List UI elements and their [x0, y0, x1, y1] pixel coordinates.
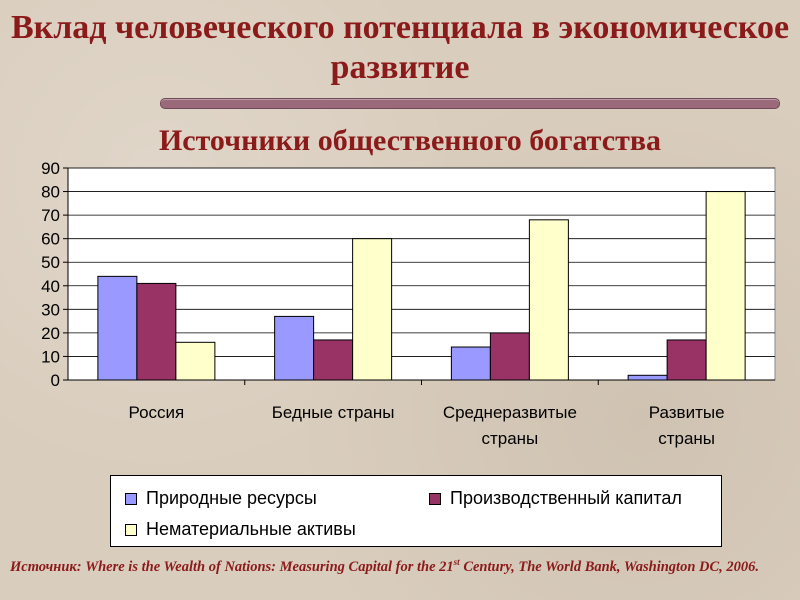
bar-series-1: [274, 315, 315, 381]
page-title: Вклад человеческого потенциала в экономи…: [10, 9, 790, 86]
bar-series-1: [627, 374, 668, 381]
bar-series-1: [450, 346, 491, 381]
legend-item-natural: Природные ресурсы: [125, 488, 317, 509]
bar-series-3: [352, 238, 393, 381]
x-category-label: страны: [481, 429, 538, 448]
source-text: Источник: Where is the Wealth of Nations…: [10, 558, 454, 575]
y-tick-label: 80: [41, 183, 60, 202]
legend-item-produced: Производственный капитал: [429, 488, 682, 509]
x-category-label: Бедные страны: [272, 403, 395, 422]
legend-label-intangible: Нематериальные активы: [146, 519, 356, 539]
source-superscript: st: [453, 557, 460, 567]
y-tick-label: 0: [51, 371, 60, 390]
bar-series-2: [313, 339, 354, 381]
y-tick-label: 20: [41, 324, 60, 343]
bar-series-3: [528, 219, 569, 381]
y-tick-label: 90: [41, 159, 60, 178]
source-text-end: Century, The World Bank, Washington DC, …: [459, 558, 760, 575]
bar-series-2: [489, 332, 530, 381]
y-tick-label: 40: [41, 277, 60, 296]
y-tick-label: 50: [41, 253, 60, 272]
y-tick-label: 60: [41, 230, 60, 249]
bar-chart: 0 10 20 30 40 50 60 70 80 90 Россия Бедные страны Ср…: [41, 159, 776, 448]
title-divider: [160, 98, 780, 109]
bar-series-3: [705, 191, 746, 381]
legend-swatch-intangible: [125, 523, 137, 536]
legend-label-produced: Производственный капитал: [450, 488, 682, 508]
y-tick-label: 30: [41, 300, 60, 319]
chart-title: Источники общественного богатства: [158, 124, 662, 157]
chart-legend: Природные ресурсы Производственный капит…: [110, 475, 722, 547]
x-category-label: страны: [658, 429, 715, 448]
legend-label-natural: Природные ресурсы: [146, 488, 317, 508]
bar-series-2: [136, 282, 177, 381]
y-tick-label: 10: [41, 347, 60, 366]
legend-swatch-produced: [429, 492, 441, 505]
bar-series-2: [666, 339, 707, 381]
legend-swatch-natural: [125, 492, 137, 505]
x-category-label: Россия: [129, 403, 185, 422]
bar-series-3: [175, 341, 216, 381]
legend-item-intangible: Нематериальные активы: [125, 519, 356, 540]
bar-series-1: [97, 275, 138, 381]
source-citation: Источник: Where is the Wealth of Nations…: [10, 553, 790, 577]
x-category-label: Среднеразвитые: [443, 403, 577, 422]
x-category-label: Развитые: [649, 403, 725, 422]
y-tick-label: 70: [41, 206, 60, 225]
